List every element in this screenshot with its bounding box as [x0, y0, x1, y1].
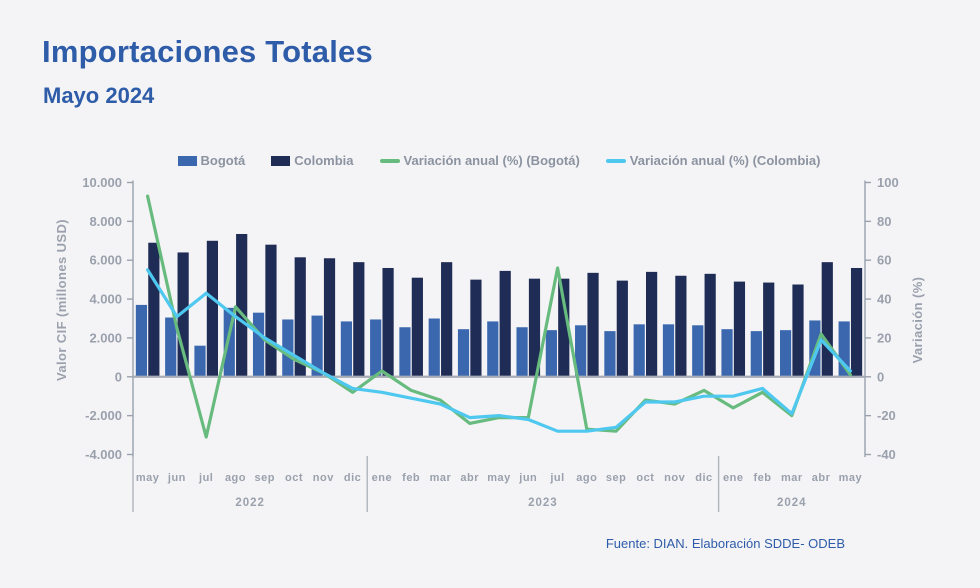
svg-text:10.000: 10.000	[82, 175, 122, 190]
svg-text:4.000: 4.000	[89, 292, 122, 307]
svg-text:Variación (%): Variación (%)	[910, 277, 925, 364]
svg-text:sep: sep	[255, 472, 275, 484]
colombia-line-swatch-icon	[605, 158, 626, 163]
svg-text:2.000: 2.000	[89, 330, 122, 345]
svg-text:nov: nov	[313, 472, 334, 484]
svg-text:oct: oct	[285, 472, 303, 484]
svg-text:-20: -20	[877, 408, 896, 423]
svg-text:oct: oct	[636, 472, 654, 484]
legend-label: Bogotá	[200, 153, 246, 168]
svg-text:2024: 2024	[777, 497, 807, 509]
svg-text:mar: mar	[781, 472, 803, 484]
legend-label: Colombia	[294, 153, 354, 168]
svg-text:dic: dic	[695, 472, 712, 484]
svg-text:100: 100	[877, 175, 899, 190]
page-title: Importaciones Totales	[42, 34, 373, 69]
svg-text:2023: 2023	[528, 497, 558, 509]
legend-item-colombia: Colombia	[271, 153, 354, 168]
colombia-bar-swatch-icon	[271, 155, 291, 166]
svg-text:60: 60	[877, 253, 891, 268]
svg-text:ene: ene	[372, 472, 392, 484]
svg-text:may: may	[136, 472, 160, 484]
svg-text:abr: abr	[812, 472, 831, 484]
svg-text:may: may	[839, 472, 863, 484]
bogota-line-swatch-icon	[379, 158, 400, 163]
svg-text:ago: ago	[576, 472, 597, 484]
svg-text:ago: ago	[225, 472, 246, 484]
svg-text:may: may	[487, 472, 511, 484]
svg-text:80: 80	[877, 214, 891, 229]
svg-text:ene: ene	[723, 472, 743, 484]
svg-text:jun: jun	[518, 472, 537, 484]
legend-label: Variación anual (%) (Bogotá)	[403, 153, 580, 168]
legend-item-variacion-bogota: Variación anual (%) (Bogotá)	[379, 153, 580, 168]
svg-text:-4.000: -4.000	[85, 447, 122, 462]
bogota-bar-swatch-icon	[177, 155, 197, 166]
page-subtitle: Mayo 2024	[43, 83, 155, 108]
svg-text:jul: jul	[549, 472, 564, 484]
legend-item-variacion-colombia: Variación anual (%) (Colombia)	[605, 153, 821, 168]
chart-legend: Bogotá Colombia Variación anual (%) (Bog…	[133, 153, 865, 168]
legend-item-bogota: Bogotá	[177, 153, 246, 168]
svg-text:sep: sep	[606, 472, 626, 484]
svg-text:0: 0	[115, 369, 122, 384]
svg-text:20: 20	[877, 330, 891, 345]
svg-text:-2.000: -2.000	[85, 408, 122, 423]
svg-text:abr: abr	[460, 472, 479, 484]
legend-label: Variación anual (%) (Colombia)	[629, 153, 821, 168]
svg-text:dic: dic	[344, 472, 361, 484]
svg-text:Valor CIF (millones USD): Valor CIF (millones USD)	[54, 219, 69, 381]
svg-text:feb: feb	[402, 472, 420, 484]
svg-text:6.000: 6.000	[89, 253, 122, 268]
svg-text:jul: jul	[198, 472, 213, 484]
source-note: Fuente: DIAN. Elaboración SDDE- ODEB	[605, 536, 845, 551]
svg-text:40: 40	[877, 292, 891, 307]
svg-text:0: 0	[877, 369, 884, 384]
svg-text:nov: nov	[664, 472, 685, 484]
svg-text:jun: jun	[167, 472, 186, 484]
svg-text:mar: mar	[430, 472, 452, 484]
svg-text:-40: -40	[877, 447, 896, 462]
svg-text:2022: 2022	[235, 497, 265, 509]
svg-text:feb: feb	[754, 472, 772, 484]
svg-text:8.000: 8.000	[89, 214, 122, 229]
